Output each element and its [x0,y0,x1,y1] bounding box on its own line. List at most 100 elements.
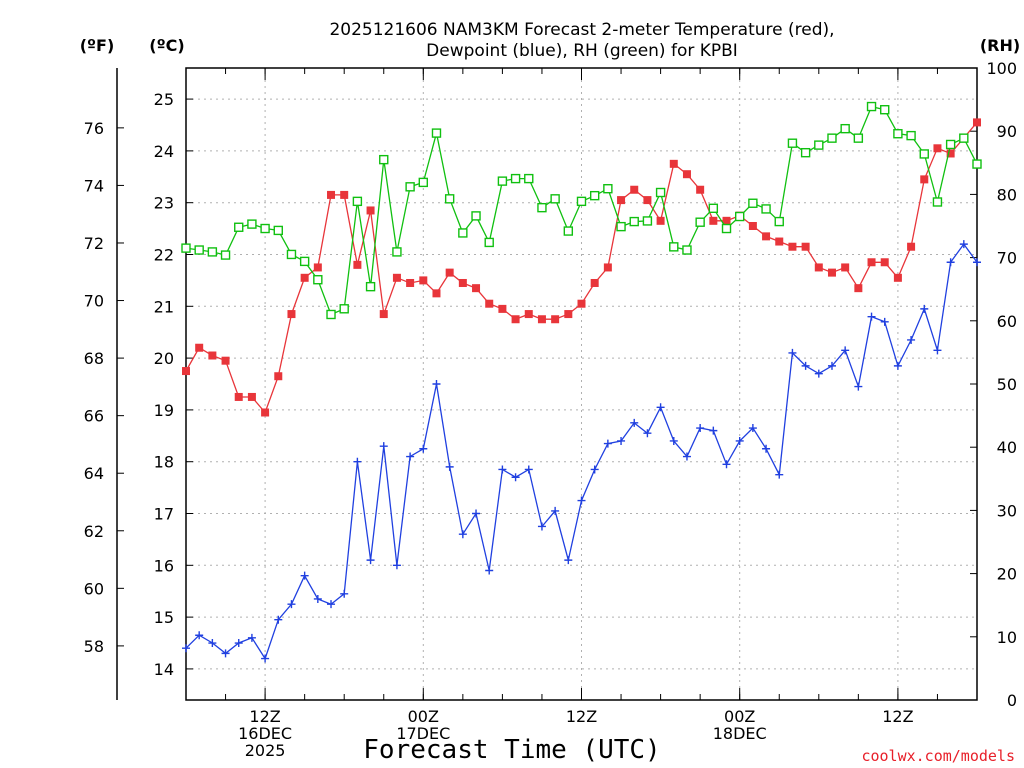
temperature-point [709,216,718,225]
dewpoint-point [973,258,981,267]
dewpoint-point [300,571,309,580]
temperature-point [814,263,823,272]
rh-tick-label: 20 [997,565,1017,584]
temperature-point [564,310,573,319]
temperature-point [748,222,757,230]
rh-point [576,196,587,207]
dewpoint-point [472,509,481,518]
temperature-point [920,175,929,184]
temperature-point [682,170,691,179]
temperature-point [933,144,942,153]
temperature-point [669,159,678,168]
temperature-point [221,356,230,365]
rh-point [537,202,547,213]
dewpoint-point [432,380,441,388]
x-tick-label: 12Z [882,707,913,726]
rh-point [299,256,310,267]
temperature-point [340,190,349,199]
dewpoint-point [630,418,639,427]
rh-point [379,154,389,165]
celsius-tick-label: 21 [154,297,174,316]
rh-point [616,221,626,232]
rh-point [207,247,218,257]
celsius-tick-label: 19 [154,401,174,420]
dewpoint-point [366,556,375,565]
temperature-point [313,263,322,272]
temperature-point [973,118,981,127]
rh-point [524,173,534,184]
rh-point [708,203,719,214]
fahrenheit-tick-label: 72 [84,234,104,253]
temperature-point [775,237,784,246]
rh-point [181,243,191,253]
celsius-unit-label: (ºC) [149,36,184,55]
dewpoint-point [379,442,388,451]
rh-point [945,139,956,150]
dewpoint-point [564,556,573,565]
dewpoint-point [419,444,428,453]
dewpoint-point [722,460,731,469]
dewpoint-point [406,452,415,461]
dewpoint-point [195,631,204,640]
rh-point [959,133,969,143]
dewpoint-point [854,382,863,391]
rh-point [906,130,916,141]
dewpoint-point [748,424,757,433]
rh-point [721,223,732,234]
x-axis-label: Forecast Time (UTC) [363,735,660,765]
rh-point [339,304,349,314]
dewpoint-point [617,436,626,445]
rh-point [313,275,323,285]
rh-tick-label: 90 [997,122,1017,141]
temperature-point [551,315,560,324]
temperature-point [419,276,428,285]
temperature-point [247,392,256,401]
fahrenheit-tick-label: 66 [84,407,104,426]
dewpoint-point [880,317,889,326]
rh-point [827,133,837,143]
dewpoint-point [485,566,494,575]
dewpoint-point [603,439,612,448]
dewpoint-point [788,348,797,357]
dewpoint-point [287,600,296,609]
celsius-tick-label: 20 [154,349,174,368]
rh-point [418,177,428,188]
fahrenheit-tick-label: 76 [84,119,104,138]
dewpoint-point [551,506,560,515]
fahrenheit-tick-label: 70 [84,292,104,311]
rh-point [220,250,231,260]
dewpoint-point [669,436,678,445]
rh-point [247,219,257,229]
dewpoint-point [524,465,533,474]
rh-point [774,216,784,227]
temperature-point [327,190,336,199]
temperature-point [656,216,665,225]
dewpoint-point [392,561,401,570]
temperature-point [511,315,520,324]
rh-point [629,216,639,227]
rh-point [735,211,745,222]
temperature-point [353,260,362,269]
temperature-point [498,304,507,313]
dewpoint-point [893,361,902,370]
dewpoint-point [221,649,230,658]
dewpoint-point [735,436,744,445]
rh-point [642,216,653,226]
celsius-tick-label: 14 [154,660,174,679]
rh-tick-label: 0 [1007,691,1017,710]
rh-tick-label: 80 [997,185,1017,204]
dewpoint-point [827,361,836,370]
temperature-point [261,408,270,417]
rh-tick-label: 50 [997,375,1017,394]
rh-point [326,309,336,320]
chart-title-line-2: Dewpoint (blue), RH (green) for KPBI [426,41,738,61]
dewpoint-point [841,346,850,355]
dewpoint-point [353,457,362,466]
temperature-point [287,310,296,319]
temperature-point [722,216,731,225]
temperature-point [432,289,441,298]
celsius-tick-label: 24 [154,142,174,161]
x-tick-label: 17DEC [396,724,450,743]
rh-point [286,249,297,260]
temperature-point [880,258,889,267]
